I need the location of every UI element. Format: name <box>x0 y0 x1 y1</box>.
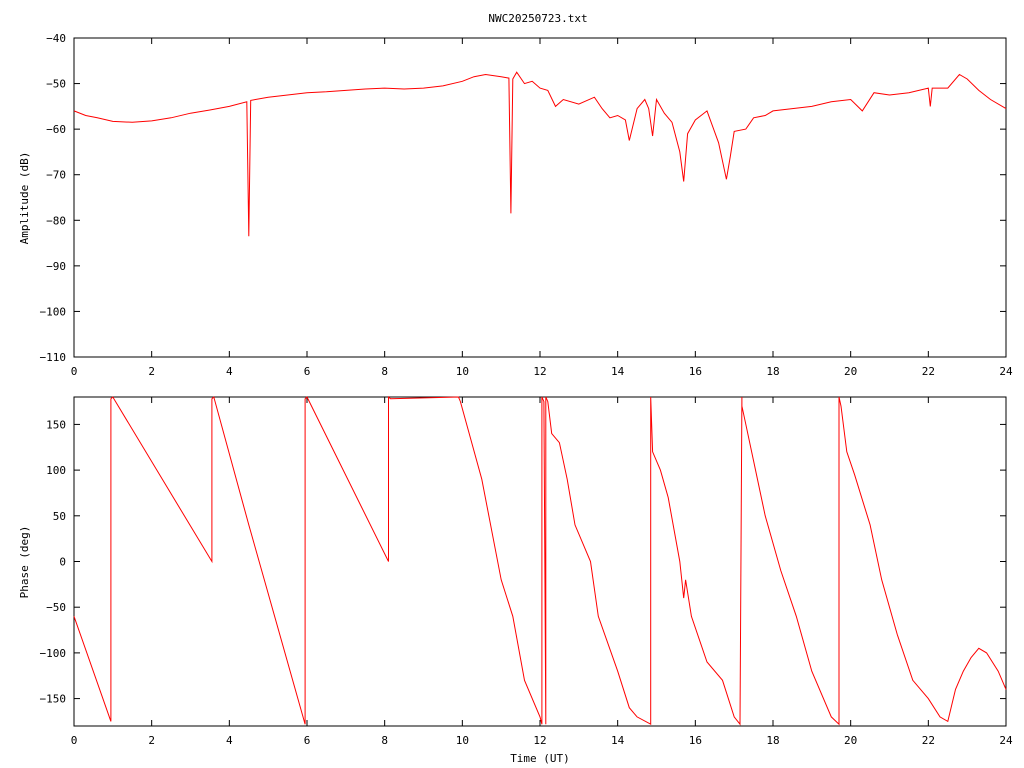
amplitude-series-group <box>73 71 1007 237</box>
x-tick-label: 2 <box>148 734 155 747</box>
x-tick-label: 0 <box>71 365 78 378</box>
x-tick-label: 20 <box>844 365 857 378</box>
x-tick-label: 18 <box>766 734 779 747</box>
y-tick-label: −80 <box>46 214 66 227</box>
phase-series-line <box>73 395 1007 726</box>
x-tick-label: 18 <box>766 365 779 378</box>
y-tick-label: −90 <box>46 260 66 273</box>
x-tick-label: 16 <box>689 365 702 378</box>
x-tick-label: 22 <box>922 365 935 378</box>
x-tick-label: 24 <box>999 365 1013 378</box>
x-tick-label: 0 <box>71 734 78 747</box>
x-tick-label: 14 <box>611 365 625 378</box>
y-tick-label: −100 <box>40 647 67 660</box>
amplitude-plot: 0 2 4 6 8 10 12 14 16 18 20 22 24−110−100−90−80−70−6… <box>18 32 1013 378</box>
y-tick-label: 150 <box>46 418 66 431</box>
y-tick-label: −60 <box>46 123 66 136</box>
amplitude-plot-frame <box>73 37 1007 358</box>
y-tick-label: −50 <box>46 601 66 614</box>
x-tick-label: 4 <box>226 365 233 378</box>
phase-plot: 0 2 4 6 8 10 12 14 16 18 20 22 24−150−100−5005010015… <box>18 395 1013 765</box>
x-tick-label: 10 <box>456 365 469 378</box>
y-tick-label: −70 <box>46 169 66 182</box>
x-tick-label: 12 <box>533 365 546 378</box>
x-tick-label: 2 <box>148 365 155 378</box>
phase-plot-frame <box>73 396 1007 727</box>
x-tick-label: 6 <box>304 365 311 378</box>
y-tick-label: 100 <box>46 464 66 477</box>
phase-plot-ticks: 0 2 4 6 8 10 12 14 16 18 20 22 24−150−100−5005010015… <box>40 397 1013 747</box>
y-tick-label: −110 <box>40 351 67 364</box>
x-tick-label: 8 <box>381 365 388 378</box>
phase-series-group <box>73 395 1007 726</box>
x-tick-label: 20 <box>844 734 857 747</box>
x-tick-label: 12 <box>533 734 546 747</box>
x-tick-label: 22 <box>922 734 935 747</box>
x-tick-label: 4 <box>226 734 233 747</box>
y-tick-label: −50 <box>46 78 66 91</box>
phase-x-axis-label: Time (UT) <box>510 752 570 765</box>
x-tick-label: 14 <box>611 734 625 747</box>
y-tick-label: −150 <box>40 693 67 706</box>
y-tick-label: −100 <box>40 305 67 318</box>
amplitude-y-axis-label: Amplitude (dB) <box>18 152 31 245</box>
x-tick-label: 10 <box>456 734 469 747</box>
y-tick-label: 0 <box>59 556 66 569</box>
amplitude-plot-ticks: 0 2 4 6 8 10 12 14 16 18 20 22 24−110−100−90−80−70−6… <box>40 32 1013 378</box>
x-tick-label: 6 <box>304 734 311 747</box>
x-tick-label: 16 <box>689 734 702 747</box>
x-tick-label: 8 <box>381 734 388 747</box>
amplitude-series-line <box>73 71 1007 237</box>
y-tick-label: 50 <box>53 510 66 523</box>
y-tick-label: −40 <box>46 32 66 45</box>
x-tick-label: 24 <box>999 734 1013 747</box>
chart-title: NWC20250723.txt <box>488 12 587 25</box>
phase-y-axis-label: Phase (deg) <box>18 526 31 599</box>
